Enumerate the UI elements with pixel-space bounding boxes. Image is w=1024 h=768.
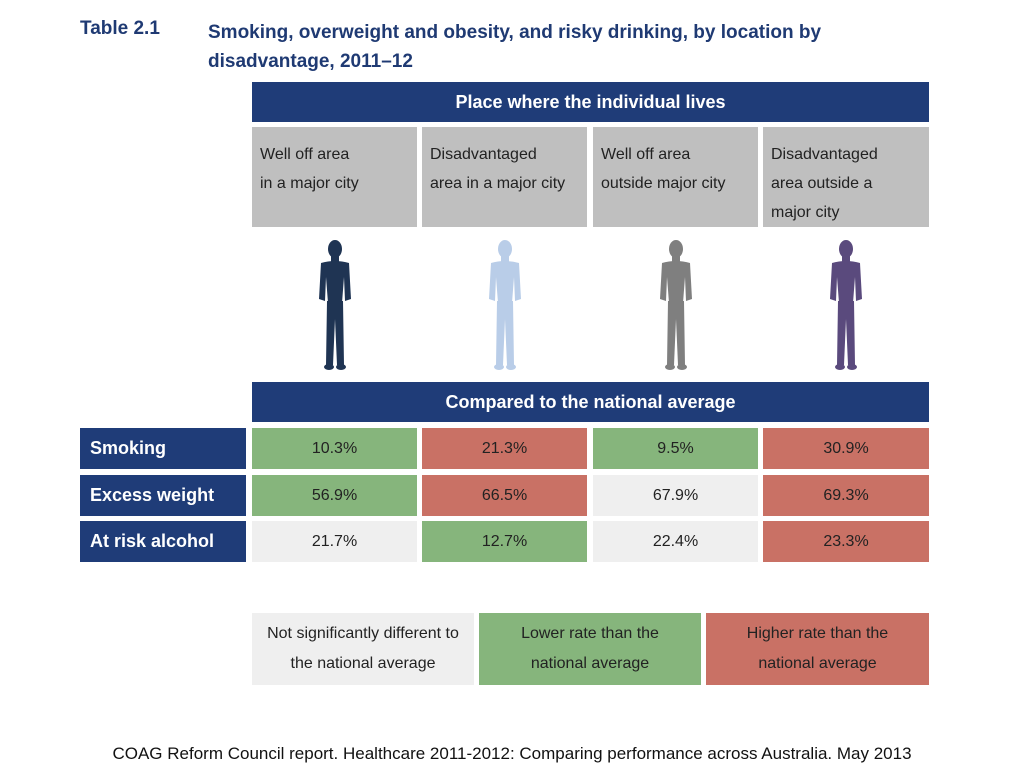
table-cell: 10.3% (252, 428, 417, 469)
legend-line: Not significantly different to (267, 625, 459, 642)
row-label-at-risk-alcohol: At risk alcohol (80, 521, 246, 562)
table-cell: 69.3% (763, 475, 929, 516)
person-icon (763, 237, 929, 372)
location-line: major city (771, 204, 840, 221)
table-number: Table 2.1 (80, 18, 160, 39)
legend-line: the national average (290, 655, 436, 672)
location-line: Well off area (601, 146, 691, 163)
place-header: Place where the individual lives (252, 82, 929, 122)
location-header-1: Well off area in a major city (252, 127, 417, 227)
table-title: Smoking, overweight and obesity, and ris… (208, 22, 822, 72)
legend-higher-rate: Higher rate than the national average (706, 613, 929, 685)
legend-line: Lower rate than the (521, 625, 659, 642)
location-line: Disadvantaged (771, 146, 878, 163)
table-cell: 9.5% (593, 428, 758, 469)
location-line: area outside a (771, 175, 873, 192)
table-cell: 12.7% (422, 521, 587, 562)
source-caption: COAG Reform Council report. Healthcare 2… (112, 744, 912, 763)
legend-line: national average (530, 655, 650, 672)
location-line: Well off area (260, 146, 350, 163)
person-icon (593, 237, 758, 372)
person-icon (422, 237, 587, 372)
legend-line: national average (758, 655, 877, 672)
table-cell: 23.3% (763, 521, 929, 562)
location-line: Disadvantaged (430, 146, 537, 163)
location-line: area in a major city (430, 175, 566, 192)
table-cell: 22.4% (593, 521, 758, 562)
location-line: in a major city (260, 175, 359, 192)
location-header-4: Disadvantaged area outside a major city (763, 127, 929, 227)
location-header-2: Disadvantaged area in a major city (422, 127, 587, 227)
person-icon (252, 237, 417, 372)
compared-header: Compared to the national average (252, 382, 929, 422)
table-cell: 56.9% (252, 475, 417, 516)
table-cell: 21.3% (422, 428, 587, 469)
table-cell: 67.9% (593, 475, 758, 516)
table-cell: 30.9% (763, 428, 929, 469)
legend-line: Higher rate than the (746, 625, 889, 642)
legend-not-significant: Not significantly different to the natio… (252, 613, 474, 685)
row-label-smoking: Smoking (80, 428, 246, 469)
table-cell: 66.5% (422, 475, 587, 516)
row-label-excess-weight: Excess weight (80, 475, 246, 516)
legend-lower-rate: Lower rate than the national average (479, 613, 701, 685)
location-header-3: Well off area outside major city (593, 127, 758, 227)
table-cell: 21.7% (252, 521, 417, 562)
location-line: outside major city (601, 175, 726, 192)
